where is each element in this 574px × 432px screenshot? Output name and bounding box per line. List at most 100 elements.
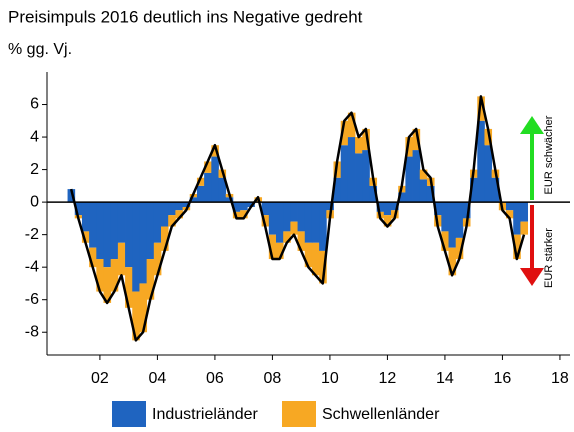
bar-segment (412, 128, 421, 151)
bar-segment (419, 179, 428, 203)
bar-segment (125, 267, 133, 308)
bar-segment (405, 137, 413, 157)
bar-segment (426, 185, 435, 203)
bar-segment (462, 202, 471, 219)
chart-subtitle: % gg. Vj. (8, 41, 72, 58)
bar-segment (81, 231, 90, 243)
bar-segment (132, 202, 140, 292)
y-tick-label: 4 (30, 128, 39, 145)
bar-segment (117, 202, 126, 243)
bar-segment (81, 202, 90, 232)
bar-segment (441, 202, 449, 232)
bar-segment (146, 259, 155, 300)
bar-segment (96, 202, 104, 260)
bar-segment (434, 202, 442, 216)
bar-segment (520, 221, 528, 235)
bar-segment (161, 226, 169, 251)
bar-segment (146, 202, 155, 260)
bar-segment (125, 202, 133, 268)
legend-label: Schwellenländer (322, 406, 440, 423)
bar-segment (477, 120, 485, 203)
bar-segment (513, 234, 521, 260)
bar-segment (232, 202, 241, 212)
bar-segment (276, 242, 284, 260)
bar-segment (168, 215, 176, 227)
bar-segment (362, 128, 370, 151)
bar-segment (189, 197, 198, 203)
bar-segment (369, 185, 378, 203)
bar-segment (290, 202, 298, 222)
bar-segment (333, 177, 342, 203)
bar-segment (218, 177, 227, 203)
y-tick-label: 2 (30, 161, 39, 178)
bar-segment (204, 161, 212, 173)
bar-segment (383, 215, 392, 227)
bar-segment (340, 145, 349, 203)
bar-segment (283, 202, 291, 232)
bar-segment (225, 197, 234, 203)
bar-segment (484, 145, 493, 203)
y-tick-label: -2 (25, 226, 39, 243)
chart-title: Preisimpuls 2016 deutlich ins Negative g… (8, 7, 363, 26)
bar-segment (304, 202, 313, 243)
x-tick-label: 06 (206, 370, 224, 387)
bar-segment (240, 210, 248, 219)
annotation: EUR schwächer (543, 115, 555, 194)
bar-segment (139, 202, 148, 284)
arrow-up-head (520, 116, 544, 134)
bar-segment (89, 202, 97, 248)
bar-segment (175, 202, 183, 211)
x-tick-label: 14 (436, 370, 454, 387)
legend-swatch (282, 401, 316, 427)
bar-segment (441, 231, 449, 251)
x-tick-label: 16 (494, 370, 512, 387)
bar-segment (383, 202, 392, 216)
bar-segment (311, 202, 320, 243)
bar-segment (161, 202, 169, 227)
bar-segment (470, 177, 478, 203)
y-tick-label: -6 (25, 291, 39, 308)
bar-segment (391, 202, 399, 211)
bar-segment (304, 242, 313, 268)
bar-segment (276, 202, 284, 243)
bar-segment (168, 202, 176, 216)
bar-segment (355, 137, 363, 154)
total-line (69, 95, 526, 342)
bar-segment (74, 202, 83, 216)
bar-segment (520, 202, 528, 222)
bar-segment (139, 283, 148, 333)
y-tick-label: 0 (30, 193, 39, 210)
bar-segment (326, 202, 334, 211)
bar-segment (448, 247, 457, 276)
bar-segment (319, 202, 327, 251)
x-tick-label: 12 (379, 370, 397, 387)
bar-segment (67, 189, 76, 203)
bar-segment (211, 145, 219, 157)
bar-segment (311, 242, 320, 276)
x-tick-label: 02 (91, 370, 109, 387)
annotation: EUR stärker (543, 228, 555, 288)
bar-segment (247, 202, 255, 207)
y-tick-label: -4 (25, 258, 39, 275)
bar-segment (506, 210, 514, 219)
x-tick-label: 10 (321, 370, 339, 387)
bar-segment (153, 202, 162, 243)
bar-segment (506, 202, 514, 211)
y-tick-label: -8 (25, 323, 39, 340)
bar-segment (362, 150, 370, 203)
bar-segment (268, 202, 277, 235)
bar-segment (204, 172, 212, 203)
bar-segment (117, 242, 126, 276)
bar-segment (261, 215, 270, 227)
bar-segment (340, 120, 349, 146)
bar-segment (132, 291, 140, 341)
bar-segment (412, 150, 421, 203)
bar-segment (283, 231, 291, 243)
bar-segment (261, 202, 270, 216)
bar-segment (405, 156, 413, 203)
bar-segment (455, 202, 464, 238)
bar-segment (355, 153, 363, 203)
bar-segment (297, 231, 306, 251)
bar-segment (290, 221, 298, 235)
bar-segment (110, 202, 119, 260)
